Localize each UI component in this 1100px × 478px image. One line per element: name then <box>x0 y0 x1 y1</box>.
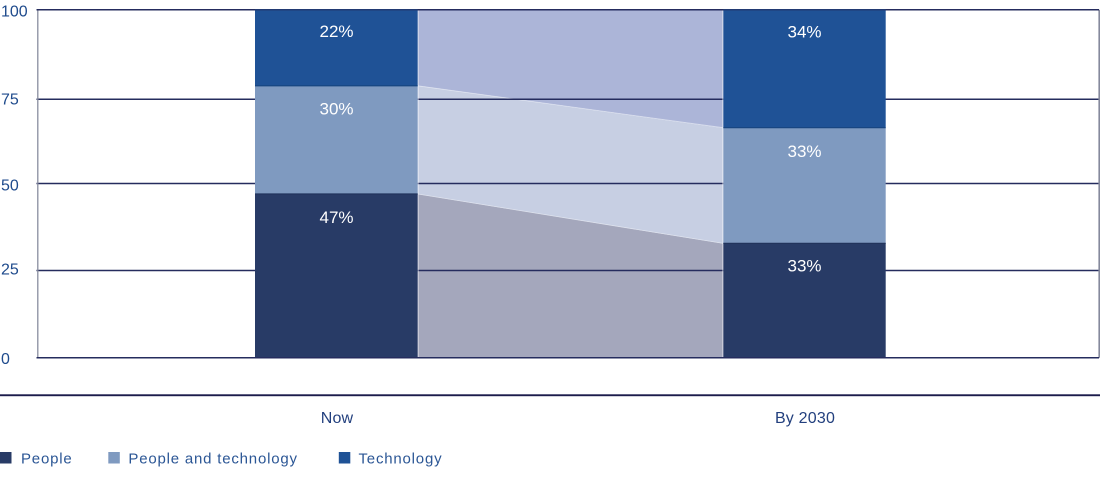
svg-text:100: 100 <box>1 4 28 21</box>
svg-text:25: 25 <box>1 262 19 279</box>
svg-text:33%: 33% <box>787 257 821 276</box>
svg-text:By 2030: By 2030 <box>775 410 835 427</box>
svg-text:75: 75 <box>1 92 19 109</box>
svg-text:Technology: Technology <box>359 451 443 468</box>
svg-text:33%: 33% <box>787 142 821 161</box>
svg-text:People: People <box>21 451 73 468</box>
svg-text:50: 50 <box>1 178 19 195</box>
svg-text:22%: 22% <box>319 22 353 41</box>
svg-text:0: 0 <box>1 351 10 368</box>
svg-text:47%: 47% <box>319 208 353 227</box>
svg-text:Now: Now <box>321 410 354 427</box>
svg-text:34%: 34% <box>787 23 821 42</box>
svg-text:30%: 30% <box>319 100 353 119</box>
svg-text:People and technology: People and technology <box>128 451 297 468</box>
